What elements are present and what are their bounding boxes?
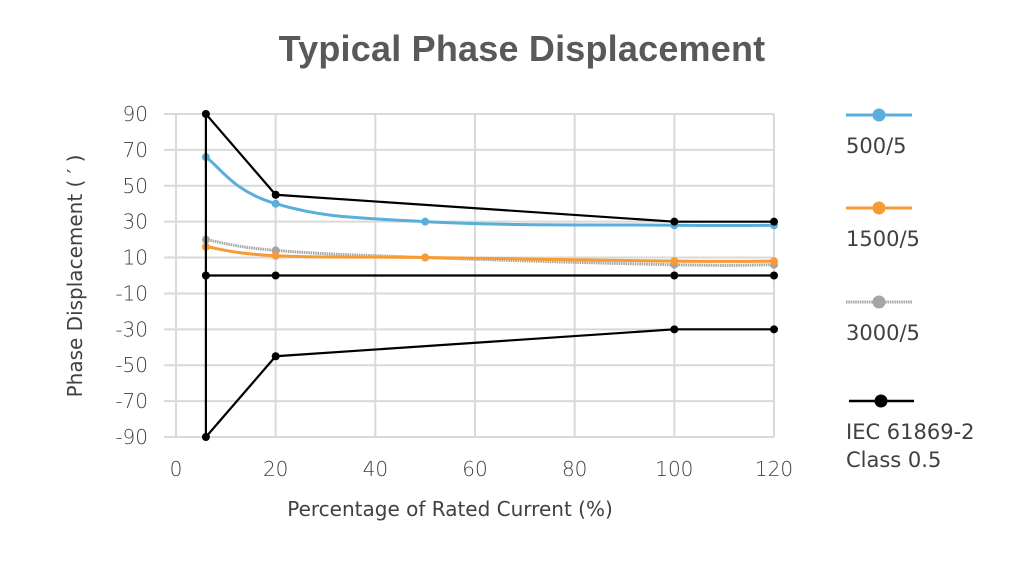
y-axis-title: Phase Displacement ( ′ ) (63, 155, 87, 398)
y-tick-label: -70 (115, 389, 148, 413)
x-tick-label: 0 (170, 457, 183, 481)
data-point (770, 325, 778, 334)
legend-item: 3000/5 (840, 287, 1020, 345)
x-tick-label: 20 (263, 457, 288, 481)
x-tick-label: 100 (655, 457, 693, 481)
legend-label: IEC 61869-2 Class 0.5 (846, 420, 975, 472)
data-series (201, 110, 778, 441)
legend-marker-icon (846, 201, 912, 215)
data-point (670, 217, 679, 226)
legend-label: 500/5 (846, 134, 907, 158)
legend-marker-icon (846, 295, 912, 309)
y-tick-label: 90 (123, 102, 148, 126)
x-tick-label: 80 (562, 457, 587, 481)
chart-title: Typical Phase Displacement (278, 28, 766, 69)
legend-label: 3000/5 (846, 321, 920, 345)
legend-label: 1500/5 (846, 227, 920, 251)
data-point (271, 199, 280, 208)
y-tick-label: 50 (123, 174, 148, 198)
series-1500-5 (201, 242, 778, 266)
series-500-5 (201, 153, 778, 230)
y-tick-label: -10 (115, 281, 148, 305)
x-axis-title: Percentage of Rated Current (%) (287, 497, 613, 521)
x-tick-label: 40 (363, 457, 388, 481)
data-point (271, 352, 280, 361)
y-tick-label: -30 (115, 317, 148, 341)
data-point (271, 251, 280, 260)
legend-marker-icon (846, 108, 912, 122)
data-point (271, 271, 280, 280)
data-point (770, 257, 778, 266)
data-point (271, 190, 280, 199)
series-iec-61869-2-class-0-5 (201, 110, 778, 441)
x-tick-label: 60 (462, 457, 487, 481)
y-tick-labels: 90 70 50 30 10 -10 -30 -50 -70 -90 (115, 102, 148, 449)
data-point (421, 217, 430, 226)
legend-item: 500/5 (840, 100, 1020, 158)
x-tick-label: 120 (755, 457, 793, 481)
legend-item: IEC 61869-2 Class 0.5 (840, 386, 1020, 472)
legend-item: 1500/5 (840, 193, 1020, 251)
y-tick-label: -50 (115, 353, 148, 377)
y-tick-label: 30 (123, 210, 148, 234)
y-tick-label: 10 (123, 246, 148, 270)
legend-marker-icon (849, 394, 914, 408)
x-tick-labels: 0 20 40 60 80 100 120 (170, 457, 793, 481)
data-point (770, 217, 778, 226)
data-point (670, 325, 679, 334)
data-point (670, 271, 679, 280)
data-point (670, 257, 679, 266)
data-point (770, 271, 778, 280)
y-tick-label: 70 (123, 138, 148, 162)
data-point (421, 253, 430, 262)
series-3000-5 (201, 235, 778, 269)
y-tick-label: -90 (115, 425, 148, 449)
